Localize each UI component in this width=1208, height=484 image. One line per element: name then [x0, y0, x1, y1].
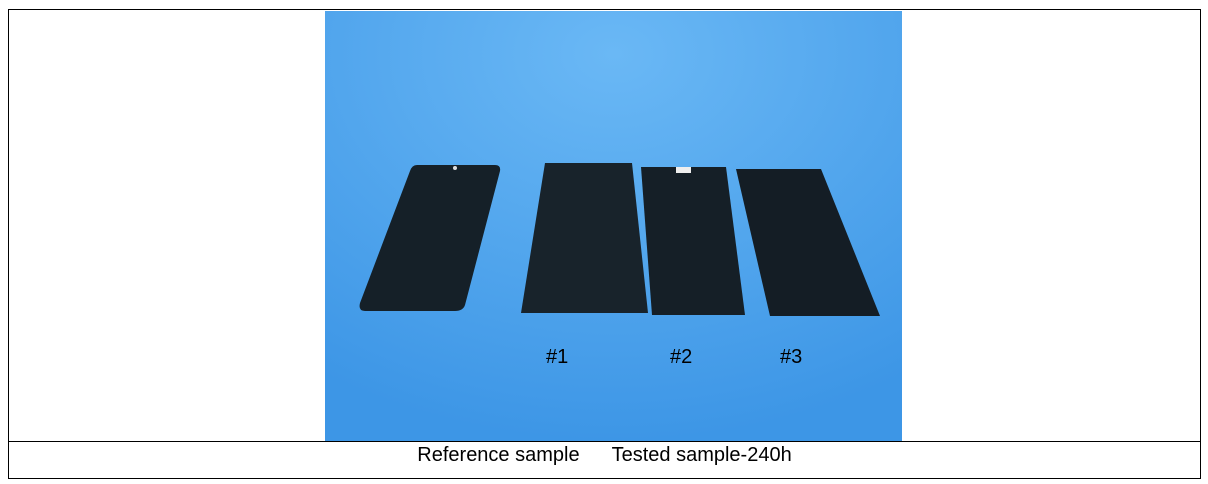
label-3: #3 [780, 346, 803, 368]
sample-photo [325, 11, 902, 441]
label-1: #1 [546, 346, 569, 368]
caption: Reference sample Tested sample-240h [9, 444, 1200, 467]
caption-left: Reference sample [417, 444, 580, 466]
table-frame: #1 #2 #3 Reference sample Tested sample-2… [8, 9, 1201, 479]
caption-right: Tested sample-240h [611, 444, 792, 466]
row-divider [9, 441, 1200, 442]
label-2: #2 [670, 346, 693, 368]
